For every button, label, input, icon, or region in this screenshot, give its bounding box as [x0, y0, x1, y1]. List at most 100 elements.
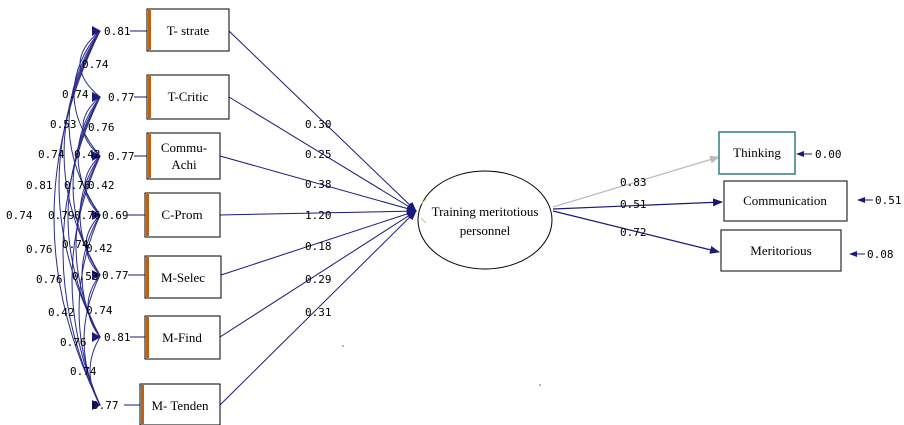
loading-labels: 0.83 0.51 0.72 [620, 176, 647, 239]
box-label: Meritorious [750, 243, 811, 258]
variance-connectors [124, 30, 147, 406]
loading-line [552, 198, 723, 210]
covariance-label: 0.42 [74, 148, 101, 161]
covariance-label: 0.76 [36, 273, 63, 286]
outcome-box-meritorious[interactable]: Meritorious [720, 229, 842, 272]
variance-label: 0.77 [108, 91, 135, 104]
covariance-label: 0.81 [26, 179, 53, 192]
covariance-arc [71, 155, 101, 406]
box-label: M-Find [162, 330, 202, 345]
arrowhead [92, 26, 101, 36]
covariance-label: 0.74 [38, 148, 65, 161]
covariance-label: 0.74 [62, 238, 89, 251]
covariance-label: 0.76 [74, 209, 101, 222]
covariance-label: 0.53 [72, 270, 99, 283]
covariance-arc [77, 96, 101, 216]
covariance-label: 0.74 [70, 365, 97, 378]
observed-box-commu-achi[interactable]: Commu- Achi [146, 132, 221, 180]
latent-label: Training meritotious [432, 204, 539, 219]
path-coefficient: 0.18 [305, 240, 332, 253]
covariance-label: 0.74 [86, 304, 113, 317]
covariance-arc [58, 30, 101, 338]
covariance-arc [62, 96, 101, 406]
covariance-label: 0.42 [48, 306, 75, 319]
box-label: C-Prom [161, 207, 202, 222]
covariance-label: 0.74 [82, 58, 109, 71]
path-line [220, 210, 417, 276]
error-labels: 0.00 0.51 0.08 [815, 148, 902, 261]
box-label: T- strate [167, 23, 210, 38]
path-line [219, 210, 417, 406]
covariance-label: 0.76 [26, 243, 53, 256]
variance-label: 0.69 [102, 209, 129, 222]
path-coefficient: 1.20 [305, 209, 332, 222]
covariance-arcs [53, 30, 101, 406]
loading-label: 0.51 [620, 198, 647, 211]
outcome-box-thinking[interactable]: Thinking [718, 131, 796, 175]
arrow-junction-mark [420, 198, 427, 224]
observed-box-t-strate[interactable]: T- strate [146, 8, 230, 52]
variance-label: 0.81 [104, 331, 131, 344]
path-line [219, 207, 417, 216]
arrowhead [92, 210, 101, 220]
covariance-arc [67, 96, 101, 338]
observed-boxes: T- strate T-Critic Commu- Achi C-Prom M-… [139, 8, 230, 425]
arrowhead [92, 151, 101, 161]
error-arrows [796, 151, 873, 257]
box-label: Commu- [161, 140, 207, 155]
covariance-label: 0.53 [50, 118, 77, 131]
box-label: M-Selec [161, 270, 205, 285]
arrowhead [92, 270, 101, 280]
loading-line [552, 155, 720, 208]
covariance-label: 0.42 [88, 179, 115, 192]
latent-label: personnel [460, 223, 511, 238]
box-label: Communication [743, 193, 827, 208]
error-label: 0.51 [875, 194, 902, 207]
observed-box-m-tenden[interactable]: M- Tenden [139, 383, 221, 425]
loading-paths [552, 155, 723, 254]
observed-box-t-critic[interactable]: T-Critic [146, 74, 230, 120]
path-coefficient: 0.30 [305, 118, 332, 131]
path-coefficient: 0.38 [305, 178, 332, 191]
variance-label: 0.81 [104, 25, 131, 38]
outcome-box-communication[interactable]: Communication [723, 180, 848, 222]
variance-label: 0.77 [108, 150, 135, 163]
path-coefficient: 0.25 [305, 148, 332, 161]
loading-label: 0.72 [620, 226, 647, 239]
path-coefficient: 0.29 [305, 273, 332, 286]
arrowhead [92, 92, 101, 102]
covariance-label: 0.76 [60, 336, 87, 349]
error-variance-labels: 0.81 0.77 0.77 0.69 0.77 0.81 0.77 [92, 25, 135, 412]
observed-box-m-find[interactable]: M-Find [144, 315, 221, 360]
box-label: T-Critic [168, 89, 209, 104]
loading-line [552, 210, 720, 254]
covariance-label: 0.42 [86, 242, 113, 255]
path-coefficient: 0.31 [305, 306, 332, 319]
observed-box-c-prom[interactable]: C-Prom [144, 192, 221, 238]
covariance-label: 0.76 [88, 121, 115, 134]
latent-variable[interactable]: Training meritotious personnel [417, 170, 553, 270]
box-label: Achi [171, 157, 197, 172]
variance-label: 0.77 [92, 399, 119, 412]
path-line [219, 155, 417, 213]
box-label: Thinking [733, 145, 781, 160]
covariance-arrowheads [92, 26, 101, 410]
covariance-label: 0.79 [48, 209, 75, 222]
box-label: M- Tenden [152, 398, 209, 413]
stray-dot [342, 345, 344, 347]
error-label: 0.08 [867, 248, 894, 261]
observed-box-m-selec[interactable]: M-Selec [144, 255, 222, 299]
path-coefficients: 0.30 0.25 0.38 1.20 0.18 0.29 0.31 [305, 118, 332, 319]
stray-dot [539, 384, 541, 386]
covariance-label: 0.74 [62, 88, 89, 101]
path-line [228, 30, 417, 212]
covariance-label: 0.74 [6, 209, 33, 222]
covariance-labels: 0.74 0.74 0.53 0.76 0.74 0.42 0.81 0.76 … [6, 58, 115, 378]
covariance-arc [53, 30, 101, 406]
covariance-arc [89, 336, 101, 406]
arrowhead [92, 332, 101, 342]
covariance-label: 0.76 [64, 179, 91, 192]
path-line [228, 96, 417, 212]
variance-label: 0.77 [102, 269, 129, 282]
